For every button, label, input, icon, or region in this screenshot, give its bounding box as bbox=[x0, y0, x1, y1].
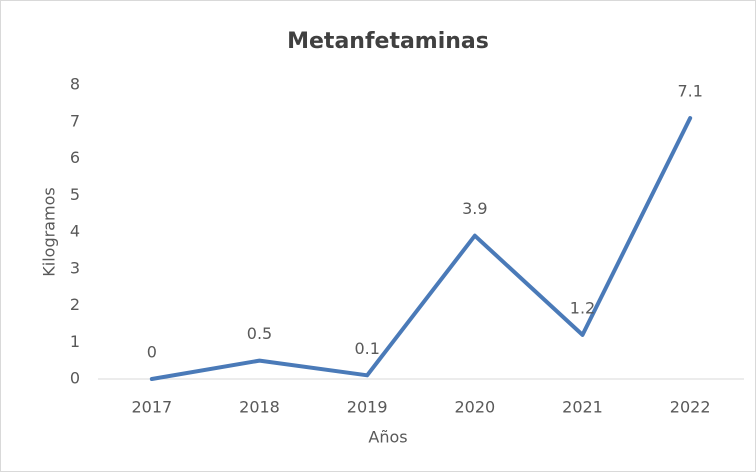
x-tick-label: 2018 bbox=[239, 398, 280, 417]
y-axis-label: Kilogramos bbox=[40, 187, 59, 276]
y-tick-label: 7 bbox=[70, 111, 80, 130]
x-tick-label: 2017 bbox=[131, 398, 172, 417]
y-tick-label: 2 bbox=[70, 295, 80, 314]
chart-title: Metanfetaminas bbox=[287, 29, 489, 54]
x-tick-label: 2021 bbox=[562, 398, 603, 417]
x-tick-label: 2022 bbox=[670, 398, 711, 417]
y-tick-label: 1 bbox=[70, 332, 80, 351]
data-line bbox=[149, 116, 693, 381]
x-tick-label: 2020 bbox=[454, 398, 495, 417]
data-label: 0.1 bbox=[354, 339, 379, 358]
x-tick-label: 2019 bbox=[347, 398, 388, 417]
data-label: 3.9 bbox=[462, 199, 487, 218]
data-label: 7.1 bbox=[677, 82, 702, 101]
x-axis-label: Años bbox=[368, 428, 407, 447]
y-tick-label: 8 bbox=[70, 75, 80, 94]
y-tick-label: 0 bbox=[70, 369, 80, 388]
y-tick-label: 3 bbox=[70, 258, 80, 277]
y-tick-label: 6 bbox=[70, 148, 80, 167]
y-tick-label: 4 bbox=[70, 222, 80, 241]
data-label: 0 bbox=[147, 343, 157, 362]
data-label: 1.2 bbox=[570, 298, 595, 317]
y-tick-label: 5 bbox=[70, 185, 80, 204]
data-label: 0.5 bbox=[247, 324, 272, 343]
